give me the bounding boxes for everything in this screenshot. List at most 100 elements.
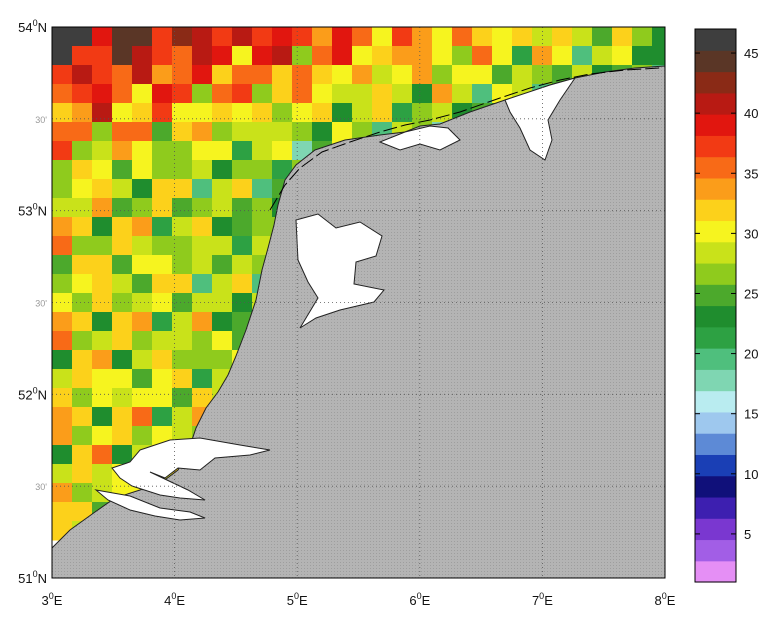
data-cell xyxy=(652,46,665,66)
data-cell xyxy=(212,84,233,104)
data-cell xyxy=(432,84,453,104)
y-axis-labels: 510N 520N 530N 540N 30' 30' 30' xyxy=(18,18,47,586)
data-cell xyxy=(92,312,113,332)
data-cell xyxy=(192,331,213,351)
data-cell xyxy=(612,46,633,66)
data-cell xyxy=(72,464,93,484)
data-cell xyxy=(192,388,213,408)
data-cell xyxy=(52,483,73,503)
data-cell xyxy=(172,293,193,313)
data-cell xyxy=(232,293,253,313)
data-cell xyxy=(252,141,273,161)
data-cell xyxy=(212,103,233,123)
colorbar-swatch xyxy=(695,369,736,392)
data-cell xyxy=(192,312,213,332)
data-cell xyxy=(392,65,413,85)
data-cell xyxy=(132,122,153,142)
data-cell xyxy=(112,179,133,199)
data-cell xyxy=(132,255,153,275)
colorbar-swatch xyxy=(695,305,736,328)
data-cell xyxy=(392,84,413,104)
data-cell xyxy=(492,27,513,47)
data-cell xyxy=(372,103,393,123)
data-cell xyxy=(92,350,113,370)
data-cell xyxy=(272,46,293,66)
data-cell xyxy=(512,27,533,47)
data-cell xyxy=(152,27,173,47)
colorbar-swatch xyxy=(695,135,736,158)
data-cell xyxy=(252,65,273,85)
data-cell xyxy=(172,331,193,351)
data-cell xyxy=(112,217,133,237)
colorbar-tick-label: 5 xyxy=(744,527,751,542)
x-tick-label: 70E xyxy=(532,591,553,608)
data-cell xyxy=(132,198,153,218)
colorbar-tick-label: 45 xyxy=(744,46,758,61)
data-cell xyxy=(132,217,153,237)
data-cell xyxy=(352,65,373,85)
data-cell xyxy=(52,217,73,237)
data-cell xyxy=(232,198,253,218)
data-cell xyxy=(72,198,93,218)
data-cell xyxy=(52,141,73,161)
data-cell xyxy=(192,369,213,389)
data-cell xyxy=(272,160,293,180)
data-cell xyxy=(172,388,193,408)
data-cell xyxy=(232,103,253,123)
colorbar-swatch xyxy=(695,114,736,136)
data-cell xyxy=(372,27,393,47)
data-cell xyxy=(292,65,313,85)
data-cell xyxy=(132,312,153,332)
data-cell xyxy=(232,46,253,66)
data-cell xyxy=(532,27,553,47)
data-cell xyxy=(312,103,333,123)
data-cell xyxy=(152,388,173,408)
data-cell xyxy=(92,388,113,408)
data-cell xyxy=(232,274,253,294)
data-cell xyxy=(272,103,293,123)
data-cell xyxy=(172,141,193,161)
colorbar: 5 10 15 20 25 30 35 40 45 xyxy=(694,28,758,583)
data-cell xyxy=(432,27,453,47)
data-cell xyxy=(132,331,153,351)
ijsselmeer-water xyxy=(295,213,385,329)
data-cell xyxy=(152,255,173,275)
data-cell xyxy=(132,274,153,294)
data-cell xyxy=(92,141,113,161)
data-cell xyxy=(492,65,513,85)
data-cell xyxy=(412,27,433,47)
data-cell xyxy=(52,160,73,180)
data-cell xyxy=(232,217,253,237)
data-cell xyxy=(212,160,233,180)
data-cell xyxy=(92,274,113,294)
y-minor-tick-label: 30' xyxy=(35,299,47,309)
data-cell xyxy=(452,84,473,104)
data-cell xyxy=(192,27,213,47)
data-cell xyxy=(492,46,513,66)
data-cell xyxy=(92,369,113,389)
data-cell xyxy=(132,65,153,85)
data-cell xyxy=(112,236,133,256)
data-cell xyxy=(192,160,213,180)
data-cell xyxy=(72,331,93,351)
data-cell xyxy=(52,407,73,427)
data-cell xyxy=(72,407,93,427)
data-cell xyxy=(192,293,213,313)
data-cell xyxy=(92,65,113,85)
data-cell xyxy=(132,293,153,313)
data-cell xyxy=(232,84,253,104)
colorbar-swatch xyxy=(695,560,736,583)
data-cell xyxy=(352,46,373,66)
data-cell xyxy=(512,65,533,85)
data-cell xyxy=(92,445,113,465)
data-cell xyxy=(152,160,173,180)
data-cell xyxy=(52,312,73,332)
colorbar-swatch xyxy=(695,326,736,349)
data-cell xyxy=(392,46,413,66)
colorbar-swatch xyxy=(695,199,736,222)
data-cell xyxy=(192,65,213,85)
data-cell xyxy=(92,236,113,256)
data-cell xyxy=(112,407,133,427)
data-cell xyxy=(132,103,153,123)
data-cell xyxy=(292,84,313,104)
